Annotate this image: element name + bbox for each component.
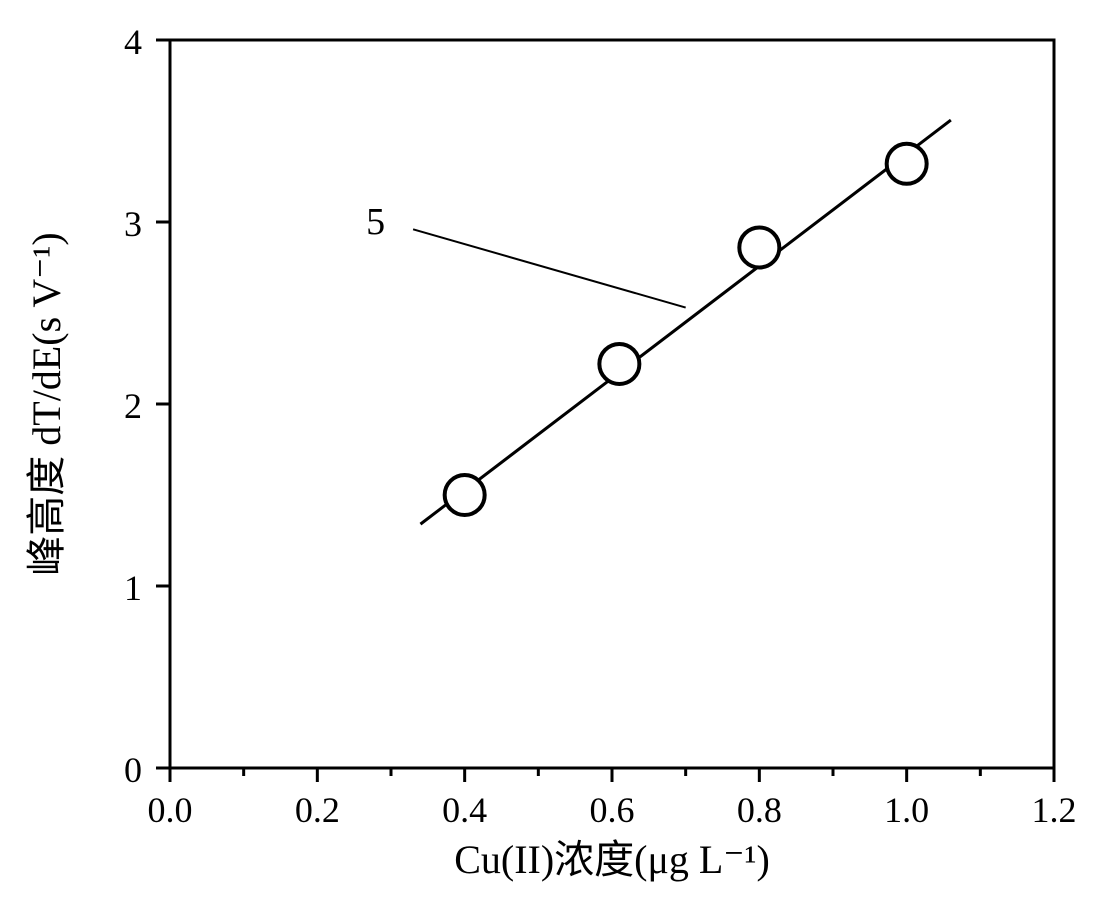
xtick-label: 0.8: [737, 790, 782, 830]
data-point: [739, 227, 779, 267]
chart-container: { "chart": { "type": "scatter-with-regre…: [0, 0, 1114, 922]
annotation-text: 5: [366, 201, 385, 243]
ytick-label: 4: [124, 22, 142, 62]
y-axis-label: 峰高度 dT/dE(s V⁻¹): [24, 232, 69, 575]
xtick-label: 1.2: [1032, 790, 1077, 830]
xtick-label: 0.4: [442, 790, 487, 830]
xtick-label: 1.0: [884, 790, 929, 830]
ytick-label: 2: [124, 386, 142, 426]
xtick-label: 0.2: [295, 790, 340, 830]
data-point: [599, 344, 639, 384]
chart-bg: [0, 0, 1114, 922]
data-point: [445, 475, 485, 515]
x-axis-label: Cu(II)浓度(μg L⁻¹): [454, 837, 770, 882]
chart-svg: 0.0 0.2 0.4 0.6 0.8 1.0 1.2 0 1 2 3 4 Cu(II)浓度(μg L⁻…: [0, 0, 1114, 922]
ytick-label: 1: [124, 568, 142, 608]
ytick-label: 3: [124, 204, 142, 244]
xtick-label: 0.0: [148, 790, 193, 830]
xtick-label: 0.6: [590, 790, 635, 830]
ytick-label: 0: [124, 750, 142, 790]
data-point: [887, 144, 927, 184]
